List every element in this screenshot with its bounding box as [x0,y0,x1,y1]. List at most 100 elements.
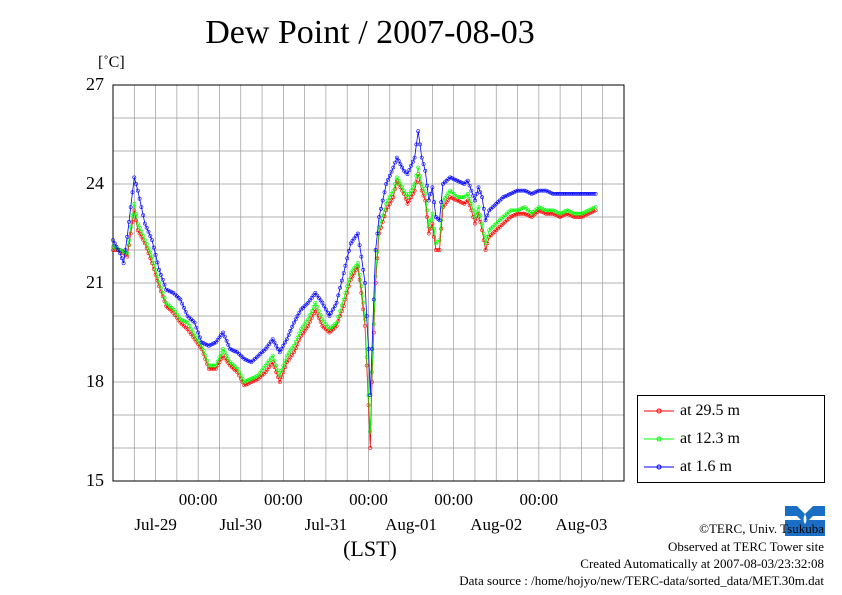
data-point [190,330,195,335]
data-point [148,234,153,238]
data-point [366,403,371,408]
data-point [208,342,213,347]
data-point [471,193,476,198]
data-point [517,211,522,216]
data-point [263,363,268,368]
data-point [196,330,201,335]
data-point [363,281,367,285]
data-point [315,304,319,309]
plot-frame [112,84,625,482]
data-point [355,261,360,266]
terc-logo [783,502,827,538]
data-point [185,327,190,332]
data-point [350,274,355,279]
data-point [205,342,209,347]
data-point [309,295,314,300]
data-point [221,353,225,358]
data-point [449,176,454,181]
data-point [545,208,550,213]
data-point [178,317,183,322]
data-point [315,293,319,298]
data-point [524,189,529,194]
data-point [286,351,291,356]
data-point [377,224,382,229]
data-point [446,191,451,196]
data-point [432,226,437,231]
data-point [536,188,541,193]
data-point [183,319,188,324]
data-point [307,298,312,303]
data-point [288,355,293,360]
legend-label: at 29.5 m [680,402,740,419]
data-point [197,341,202,346]
data-point [132,201,137,206]
data-point [167,289,172,294]
data-point [398,162,403,167]
data-point [263,347,268,351]
data-point [205,358,209,363]
data-point [160,290,165,295]
data-point [295,335,300,340]
data-point [279,368,284,373]
data-point [572,211,577,216]
data-point [448,195,453,200]
data-point [570,191,575,196]
legend-label: at 1.6 m [680,458,732,475]
data-point [221,347,225,351]
data-point [336,293,341,298]
data-point [352,266,357,271]
data-point [551,191,555,196]
data-point [111,244,115,249]
data-point [345,256,350,261]
data-point [146,229,151,234]
data-point [150,238,154,243]
data-point [318,298,323,303]
data-point [323,307,328,312]
data-point [267,342,272,347]
data-point [176,314,181,319]
data-point [478,190,483,195]
data-point [460,201,465,205]
data-point [398,182,403,186]
data-point [228,347,233,351]
data-point [460,195,465,200]
data-point [127,238,131,243]
data-point [437,218,442,223]
data-point [178,297,183,302]
data-point [237,370,241,375]
legend: at 29.5 m at 12.3 m at 1.6 m [637,395,825,483]
data-point [121,261,126,266]
data-point [297,310,302,315]
data-point [567,209,571,214]
chart-title: Dew Point / 2007-08-03 [205,14,535,51]
data-point [162,282,167,287]
data-point [128,224,133,229]
data-point [293,339,298,344]
data-point [426,224,431,229]
data-point [292,343,296,348]
data-point [322,319,327,324]
data-point [194,336,199,341]
data-point [213,363,218,368]
data-point [134,182,139,186]
data-point [336,314,341,319]
data-point [391,165,396,170]
data-point [581,210,586,215]
data-point [476,185,481,190]
data-point [471,208,476,213]
data-point [377,215,382,219]
data-point [276,368,280,373]
data-point [307,313,312,318]
data-point [245,378,250,383]
footer-created: Created Automatically at 2007-08-03/23:3… [580,556,824,571]
data-point [352,236,357,241]
data-point [510,191,515,196]
data-point [465,178,470,183]
data-point [338,285,343,290]
data-point [416,165,421,170]
data-point [306,323,311,328]
data-point [183,309,188,314]
data-point [245,358,250,363]
data-point [208,363,213,368]
data-point [522,211,527,216]
